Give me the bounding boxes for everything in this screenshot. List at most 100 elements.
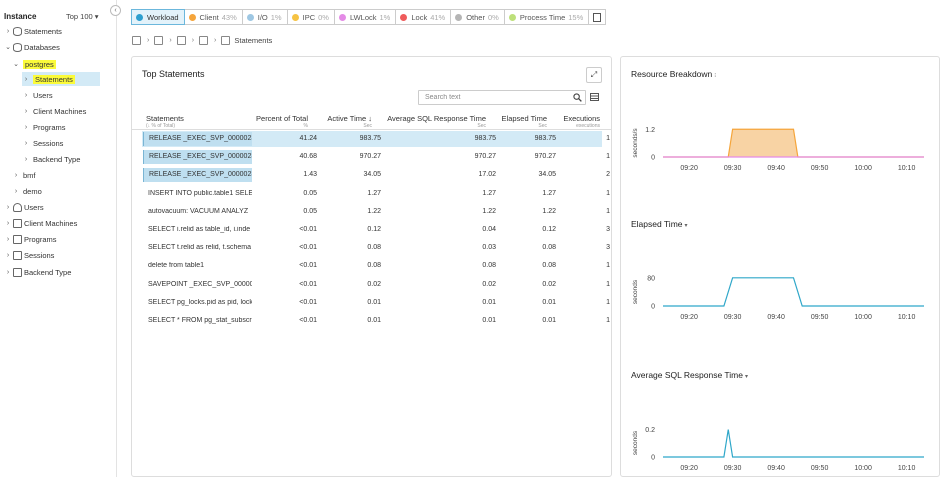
cell-statements[interactable]: SELECT pg_locks.pid as pid, lock bbox=[148, 298, 252, 306]
instance-icon[interactable] bbox=[132, 35, 141, 45]
table-row[interactable]: RELEASE _EXEC_SVP_00000239 1.43 34.05 17.02… bbox=[142, 167, 610, 183]
collapse-sidebar-button[interactable]: ‹ bbox=[110, 5, 121, 16]
table-row[interactable]: delete from table1 <0.01 0.08 0.08 0.08 1 bbox=[142, 258, 610, 274]
sidebar-item-sessions[interactable]: › Sessions bbox=[4, 248, 54, 262]
chevron-right-icon[interactable]: › bbox=[14, 171, 18, 179]
column-header-elapsed-time[interactable]: Elapsed Time Sec bbox=[502, 114, 547, 129]
chevron-right-icon[interactable]: › bbox=[6, 203, 10, 211]
legend-dot-icon bbox=[291, 13, 299, 21]
sidebar-item-label: Backend Type bbox=[24, 267, 72, 277]
sidebar-item-postgres-backend-type[interactable]: › Backend Type bbox=[22, 152, 81, 166]
filter-chip-other[interactable]: Other 0% bbox=[451, 9, 505, 25]
column-settings-icon[interactable] bbox=[590, 93, 600, 102]
table-row[interactable]: SELECT i.relid as table_id, i.inde <0.01 0… bbox=[142, 222, 610, 238]
filter-chip-client[interactable]: Client 43% bbox=[184, 9, 243, 25]
filter-chip-lwlock[interactable]: LWLock 1% bbox=[334, 9, 397, 25]
column-header-percent-of-total[interactable]: Percent of Total% bbox=[256, 114, 308, 129]
cell-statements[interactable]: RELEASE _EXEC_SVP_00000239 bbox=[143, 168, 252, 183]
table-row[interactable]: SAVEPOINT _EXEC_SVP_0000023 <0.01 0.02 0.02… bbox=[142, 277, 610, 293]
chevron-right-icon[interactable]: › bbox=[6, 219, 10, 227]
filter-chip-ipc[interactable]: IPC 0% bbox=[287, 9, 335, 25]
sidebar-item-postgres-users[interactable]: › Users bbox=[22, 88, 53, 102]
sidebar-item-programs[interactable]: › Programs bbox=[4, 232, 57, 246]
filter-chip-process-time[interactable]: Process Time 15% bbox=[504, 9, 590, 25]
cell-statements[interactable]: delete from table1 bbox=[148, 262, 205, 270]
filter-chip-lock[interactable]: Lock 41% bbox=[396, 9, 452, 25]
column-header-active-time[interactable]: Active Time ↓ Sec bbox=[327, 114, 372, 129]
cell-statements[interactable]: RELEASE _EXEC_SVP_00000239 bbox=[143, 150, 252, 165]
sidebar-item-statements[interactable]: › Statements bbox=[4, 24, 62, 38]
sidebar-item-bmf[interactable]: › bmf bbox=[12, 168, 36, 182]
chevron-right-icon[interactable]: › bbox=[6, 251, 10, 259]
chevron-down-icon[interactable]: ⌄ bbox=[13, 61, 19, 68]
table-row[interactable]: SELECT pg_locks.pid as pid, lock <0.01 0.0… bbox=[142, 295, 610, 311]
sidebar-item-postgres[interactable]: ⌄ postgres bbox=[12, 57, 56, 71]
sidebar-item-demo[interactable]: › demo bbox=[12, 184, 42, 198]
chevron-right-icon[interactable]: › bbox=[24, 139, 28, 147]
chart-svg: seconds/s 1.2 0 09:20 09:30 09:40 09:50 10:00 10… bbox=[632, 127, 924, 172]
table-row[interactable]: SELECT * FROM pg_stat_subscri <0.01 0.01 0.… bbox=[142, 313, 610, 329]
chart-title-average-sql-response-time[interactable]: Average SQL Response Time ▾ bbox=[631, 370, 748, 380]
cell-statements[interactable]: SELECT i.relid as table_id, i.inde bbox=[148, 226, 251, 233]
y-tick-label: 0.2 bbox=[645, 427, 655, 434]
y-axis-label: seconds/s bbox=[632, 128, 639, 158]
sidebar-item-postgres-client-machines[interactable]: › Client Machines bbox=[22, 104, 87, 118]
column-header-avg-sql-response-time[interactable]: Average SQL Response Time Sec bbox=[387, 114, 486, 129]
series-area bbox=[663, 129, 924, 157]
chevron-right-icon[interactable]: › bbox=[24, 107, 28, 115]
cell-statements[interactable]: SELECT * FROM pg_stat_subscri bbox=[148, 317, 252, 324]
chevron-right-icon[interactable]: › bbox=[6, 268, 10, 276]
sidebar-item-postgres-sessions[interactable]: › Sessions bbox=[22, 136, 64, 150]
database-icon[interactable] bbox=[154, 35, 164, 45]
expand-icon[interactable]: ⤢ bbox=[586, 67, 602, 83]
filter-options-button[interactable] bbox=[589, 9, 607, 25]
sidebar-item-client-machines[interactable]: › Client Machines bbox=[4, 216, 77, 230]
tables-icon[interactable] bbox=[199, 35, 209, 45]
column-header-executions[interactable]: Executions executions bbox=[563, 114, 600, 129]
cell-statements[interactable]: autovacuum: VACUUM ANALYZ bbox=[148, 207, 249, 215]
filter-percent: 43% bbox=[221, 12, 237, 22]
schema-icon[interactable] bbox=[176, 35, 186, 45]
chevron-right-icon[interactable]: › bbox=[24, 123, 28, 131]
cell-statements[interactable]: SAVEPOINT _EXEC_SVP_0000023 bbox=[148, 280, 252, 288]
cell-active-time: 0.01 bbox=[367, 298, 381, 306]
chevron-down-icon[interactable]: ⌄ bbox=[5, 44, 11, 51]
table-row[interactable]: RELEASE _EXEC_SVP_00000239 40.68 970.27 970… bbox=[142, 149, 610, 165]
sidebar-item-databases[interactable]: ⌄ Databases bbox=[4, 40, 60, 54]
sidebar-item-users[interactable]: › Users bbox=[4, 200, 44, 214]
chevron-right-icon[interactable]: › bbox=[24, 155, 28, 163]
y-tick-label: 0 bbox=[651, 155, 655, 162]
search-input[interactable] bbox=[418, 90, 586, 105]
table-row[interactable]: autovacuum: VACUUM ANALYZ 0.05 1.22 1.22 1.2… bbox=[142, 204, 610, 220]
legend-dot-icon bbox=[136, 13, 143, 21]
table-row[interactable]: SELECT t.relid as relid, t.schema <0.01 0.… bbox=[142, 240, 610, 256]
cell-statements[interactable]: INSERT INTO public.table1 SELE bbox=[148, 189, 252, 197]
table-row[interactable]: INSERT INTO public.table1 SELE 0.05 1.27 1.… bbox=[142, 186, 610, 202]
chevron-right-icon[interactable]: › bbox=[24, 75, 28, 83]
cell-executions: 3 bbox=[606, 226, 610, 233]
chevron-right-icon[interactable]: › bbox=[24, 91, 28, 99]
chart-title-elapsed-time[interactable]: Elapsed Time ▾ bbox=[631, 219, 688, 229]
chevron-right-icon[interactable]: › bbox=[6, 235, 10, 243]
cell-statements[interactable]: RELEASE _EXEC_SVP_00000231 bbox=[143, 132, 252, 146]
column-header-statements[interactable]: Statements (↓ % of Total) bbox=[146, 114, 184, 129]
filter-chip-i-o[interactable]: I/O 1% bbox=[242, 9, 288, 25]
chevron-right-icon[interactable]: › bbox=[14, 187, 18, 195]
chevron-down-icon[interactable]: ▾ bbox=[744, 374, 748, 380]
cell-statements[interactable]: SELECT t.relid as relid, t.schema bbox=[148, 244, 251, 252]
series-line[interactable] bbox=[663, 277, 924, 307]
database-icon bbox=[13, 42, 22, 52]
sidebar-item-backend-type[interactable]: › Backend Type bbox=[4, 265, 71, 279]
chevron-down-icon[interactable]: ▾ bbox=[684, 223, 688, 229]
chevron-right-icon[interactable]: › bbox=[6, 27, 10, 35]
filter-chip-workload[interactable]: Workload bbox=[131, 9, 185, 25]
sidebar-item-postgres-statements[interactable]: › Statements bbox=[22, 72, 100, 86]
sidebar-item-postgres-programs[interactable]: › Programs bbox=[22, 120, 66, 134]
search-icon[interactable] bbox=[573, 93, 582, 102]
chart-title-resource-breakdown[interactable]: Resource Breakdown ⁝ bbox=[631, 69, 716, 79]
table-row[interactable]: RELEASE _EXEC_SVP_00000231 41.24 983.75 983… bbox=[142, 131, 610, 147]
info-icon[interactable]: ⁝ bbox=[714, 73, 717, 79]
top-n-selector[interactable]: Top 100 ▾ bbox=[66, 12, 99, 21]
series-line[interactable] bbox=[663, 429, 924, 458]
